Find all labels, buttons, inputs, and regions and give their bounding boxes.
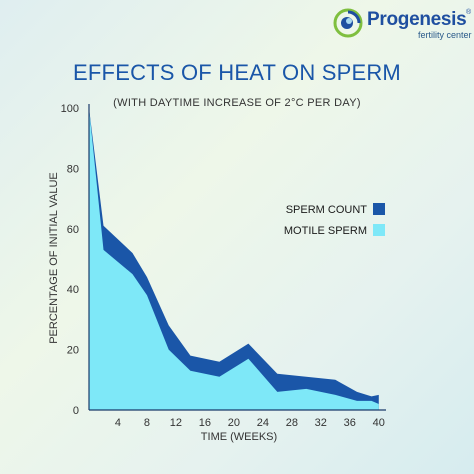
y-tick-label: 60 bbox=[67, 224, 79, 236]
x-tick-label: 28 bbox=[286, 417, 298, 429]
chart-legend: SPERM COUNT MOTILE SPERM bbox=[284, 203, 385, 237]
logo-mark-icon bbox=[333, 8, 363, 38]
legend-label: MOTILE SPERM bbox=[284, 225, 367, 237]
y-tick-label: 0 bbox=[73, 405, 79, 417]
x-tick-label: 16 bbox=[199, 417, 211, 429]
y-tick-label: 100 bbox=[61, 103, 79, 115]
legend-swatch bbox=[373, 224, 385, 236]
chart-subtitle: (WITH DAYTIME INCREASE OF 2°C PER DAY) bbox=[113, 97, 361, 109]
x-tick-label: 12 bbox=[170, 417, 182, 429]
legend-item: MOTILE SPERM bbox=[284, 224, 385, 237]
x-tick-label: 32 bbox=[315, 417, 327, 429]
series-area-motile-sperm bbox=[89, 108, 379, 410]
x-tick-label: 24 bbox=[257, 417, 269, 429]
x-tick-label: 20 bbox=[228, 417, 240, 429]
y-tick-label: 20 bbox=[67, 345, 79, 357]
brand-registered-mark: ® bbox=[466, 9, 472, 16]
brand-logo: Progenesis ® fertility center bbox=[333, 6, 473, 42]
y-axis-label: PERCENTAGE OF INITIAL VALUE bbox=[48, 172, 60, 344]
x-tick-label: 8 bbox=[144, 417, 150, 429]
chart-areas bbox=[89, 108, 379, 410]
chart-ticks: 0 20 40 60 80 100 4 8 12 16 20 24 28 32 36 40 bbox=[61, 103, 385, 429]
legend-label: SPERM COUNT bbox=[286, 204, 368, 216]
chart-axes bbox=[88, 104, 386, 411]
x-tick-label: 36 bbox=[344, 417, 356, 429]
legend-swatch bbox=[373, 203, 385, 215]
x-axis-label: TIME (WEEKS) bbox=[201, 431, 277, 443]
y-tick-label: 40 bbox=[67, 284, 79, 296]
x-tick-label: 40 bbox=[373, 417, 385, 429]
legend-item: SPERM COUNT bbox=[286, 203, 385, 216]
brand-name: Progenesis bbox=[367, 9, 467, 30]
brand-tagline: fertility center bbox=[418, 30, 472, 40]
x-tick-label: 4 bbox=[115, 417, 121, 429]
chart-title: EFFECTS OF HEAT ON SPERM bbox=[73, 60, 401, 85]
y-tick-label: 80 bbox=[67, 163, 79, 175]
